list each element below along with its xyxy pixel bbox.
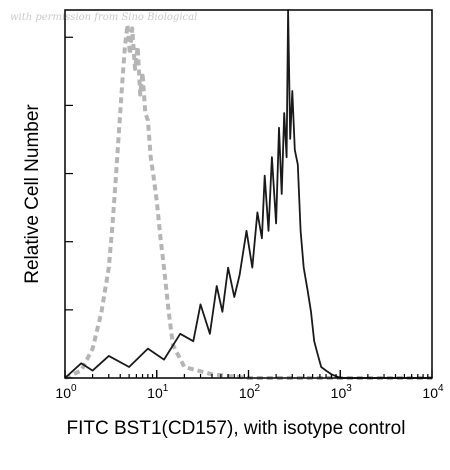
x-axis-label: FITC BST1(CD157), with isotype control [67, 418, 406, 439]
x-tick-label: 103 [331, 383, 353, 401]
series-line-1 [64, 22, 432, 380]
plot-series-group [64, 9, 432, 380]
series-line-2 [64, 9, 432, 379]
x-axis-ticks: 100 101 102 103 104 [55, 370, 444, 401]
watermark-text: with permission from Sino Biological [10, 12, 197, 23]
x-tick-label: 100 [55, 383, 77, 401]
x-tick-label: 104 [422, 383, 444, 401]
x-tick-label: 102 [239, 383, 261, 401]
y-axis-label: Relative Cell Number [22, 104, 43, 284]
y-axis-ticks [65, 36, 73, 379]
x-tick-label: 101 [147, 383, 169, 401]
plot-frame [64, 9, 433, 379]
